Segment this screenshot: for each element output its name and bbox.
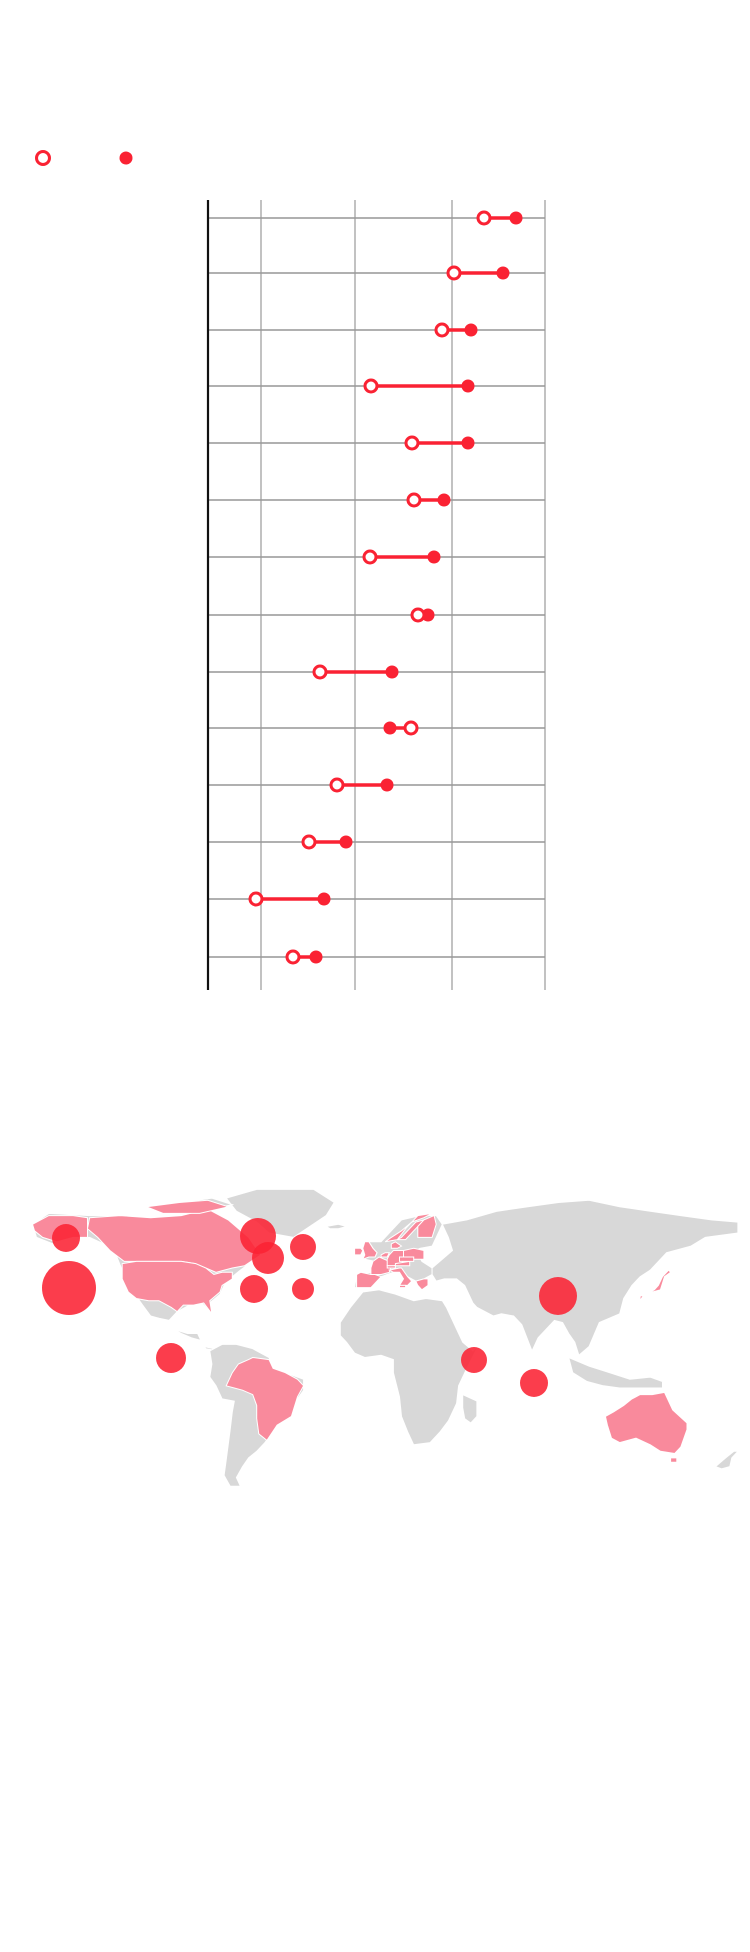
dumbbell-row[interactable] <box>301 834 353 850</box>
dumbbell-end-marker-filled[interactable] <box>380 778 394 792</box>
map-bubble-australia[interactable] <box>520 1369 548 1397</box>
dumbbell-start-marker-hollow[interactable] <box>403 720 419 736</box>
dumbbell-row[interactable] <box>248 891 331 907</box>
dumbbell-end-marker-filled[interactable] <box>437 493 451 507</box>
dumbbell-start-marker-hollow[interactable] <box>410 607 426 623</box>
map-highlight-ireland-hi <box>354 1247 364 1256</box>
map-highlight-czech-hi <box>399 1256 415 1262</box>
dumbbell-row[interactable] <box>404 435 475 451</box>
dumbbell-end-marker-filled[interactable] <box>427 550 441 564</box>
dumbbell-row[interactable] <box>362 549 441 565</box>
map-bubble-italy[interactable] <box>292 1278 314 1300</box>
dumbbell-start-marker-hollow[interactable] <box>446 265 462 281</box>
dumbbell-start-marker-hollow[interactable] <box>476 210 492 226</box>
map-bubble-france[interactable] <box>252 1242 284 1274</box>
map-highlight-canada <box>86 1208 262 1273</box>
dumbbell-chart <box>206 200 546 990</box>
map-bubble-brazil[interactable] <box>156 1343 186 1373</box>
dumbbell-start-marker-hollow[interactable] <box>312 664 328 680</box>
map-region-asia <box>431 1199 739 1357</box>
dumbbell-start-marker-hollow[interactable] <box>404 435 420 451</box>
dumbbell-end-marker-filled[interactable] <box>496 266 510 280</box>
map-bubbles[interactable] <box>42 1218 577 1397</box>
dumbbell-row[interactable] <box>434 322 478 338</box>
map-region-new-zealand <box>714 1450 740 1470</box>
dumbbell-rows[interactable] <box>248 210 523 965</box>
dumbbell-start-marker-hollow[interactable] <box>406 492 422 508</box>
dumbbell-end-marker-filled[interactable] <box>309 950 323 964</box>
dumbbell-start-marker-hollow[interactable] <box>329 777 345 793</box>
map-highlight-italy-hi <box>387 1267 413 1286</box>
dumbbell-start-marker-hollow[interactable] <box>285 949 301 965</box>
world-map <box>31 1188 740 1487</box>
legend-marker-filled-circle[interactable] <box>119 151 133 165</box>
map-highlighted-countries <box>31 1199 688 1463</box>
dumbbell-row[interactable] <box>446 265 510 281</box>
map-bubble-spain[interactable] <box>240 1275 268 1303</box>
map-highlight-united-states <box>121 1260 233 1315</box>
map-region-iceland <box>324 1223 349 1230</box>
map-highlight-poland-hi <box>403 1247 425 1260</box>
map-region-africa <box>339 1289 480 1446</box>
map-bubble-indonesia[interactable] <box>461 1347 487 1373</box>
dumbbell-end-marker-filled[interactable] <box>461 436 475 450</box>
dumbbell-end-marker-filled[interactable] <box>509 211 523 225</box>
map-highlight-tasmania <box>670 1457 678 1463</box>
dumbbell-row[interactable] <box>285 949 323 965</box>
map-bubble-canada[interactable] <box>52 1224 80 1252</box>
dumbbell-start-marker-hollow[interactable] <box>301 834 317 850</box>
dumbbell-start-marker-hollow[interactable] <box>362 549 378 565</box>
map-highlight-uk-hi <box>361 1241 378 1261</box>
legend-marker-hollow-circle[interactable] <box>35 150 51 166</box>
map-bubble-united-states[interactable] <box>42 1261 96 1315</box>
map-highlight-japan-hi <box>639 1269 672 1303</box>
dumbbell-row[interactable] <box>476 210 523 226</box>
dumbbell-end-marker-filled[interactable] <box>339 835 353 849</box>
dumbbell-row[interactable] <box>312 664 399 680</box>
chart-legend[interactable] <box>35 150 133 166</box>
map-highlight-norway-hi <box>384 1212 433 1243</box>
dumbbell-row[interactable] <box>410 607 435 623</box>
dumbbell-end-marker-filled[interactable] <box>383 721 397 735</box>
map-highlight-brazil <box>225 1356 305 1442</box>
map-bubble-germany[interactable] <box>290 1234 316 1260</box>
dumbbell-row[interactable] <box>329 777 394 793</box>
map-highlight-benelux <box>380 1252 391 1258</box>
dumbbell-start-marker-hollow[interactable] <box>363 378 379 394</box>
dumbbell-row[interactable] <box>383 720 419 736</box>
map-bubble-japan[interactable] <box>539 1277 577 1315</box>
dumbbell-start-marker-hollow[interactable] <box>434 322 450 338</box>
dumbbell-end-marker-filled[interactable] <box>317 892 331 906</box>
map-highlight-greece-hi <box>415 1278 429 1291</box>
map-highlight-finland-hi <box>417 1214 437 1238</box>
dumbbell-end-marker-filled[interactable] <box>464 323 478 337</box>
dumbbell-row[interactable] <box>406 492 451 508</box>
map-highlight-denmark-hi <box>390 1241 403 1249</box>
map-highlight-switzerland-hi <box>386 1265 396 1269</box>
map-highlight-australia-hi <box>604 1391 688 1455</box>
map-region-madagascar <box>462 1393 478 1424</box>
dumbbell-end-marker-filled[interactable] <box>461 379 475 393</box>
map-highlight-sicily <box>399 1284 407 1289</box>
dumbbell-row[interactable] <box>363 378 475 394</box>
map-highlight-canada-arctic <box>144 1199 231 1214</box>
dumbbell-end-marker-filled[interactable] <box>385 665 399 679</box>
dumbbell-start-marker-hollow[interactable] <box>248 891 264 907</box>
map-region-indonesia <box>567 1356 663 1389</box>
map-region-greenland <box>225 1188 335 1238</box>
